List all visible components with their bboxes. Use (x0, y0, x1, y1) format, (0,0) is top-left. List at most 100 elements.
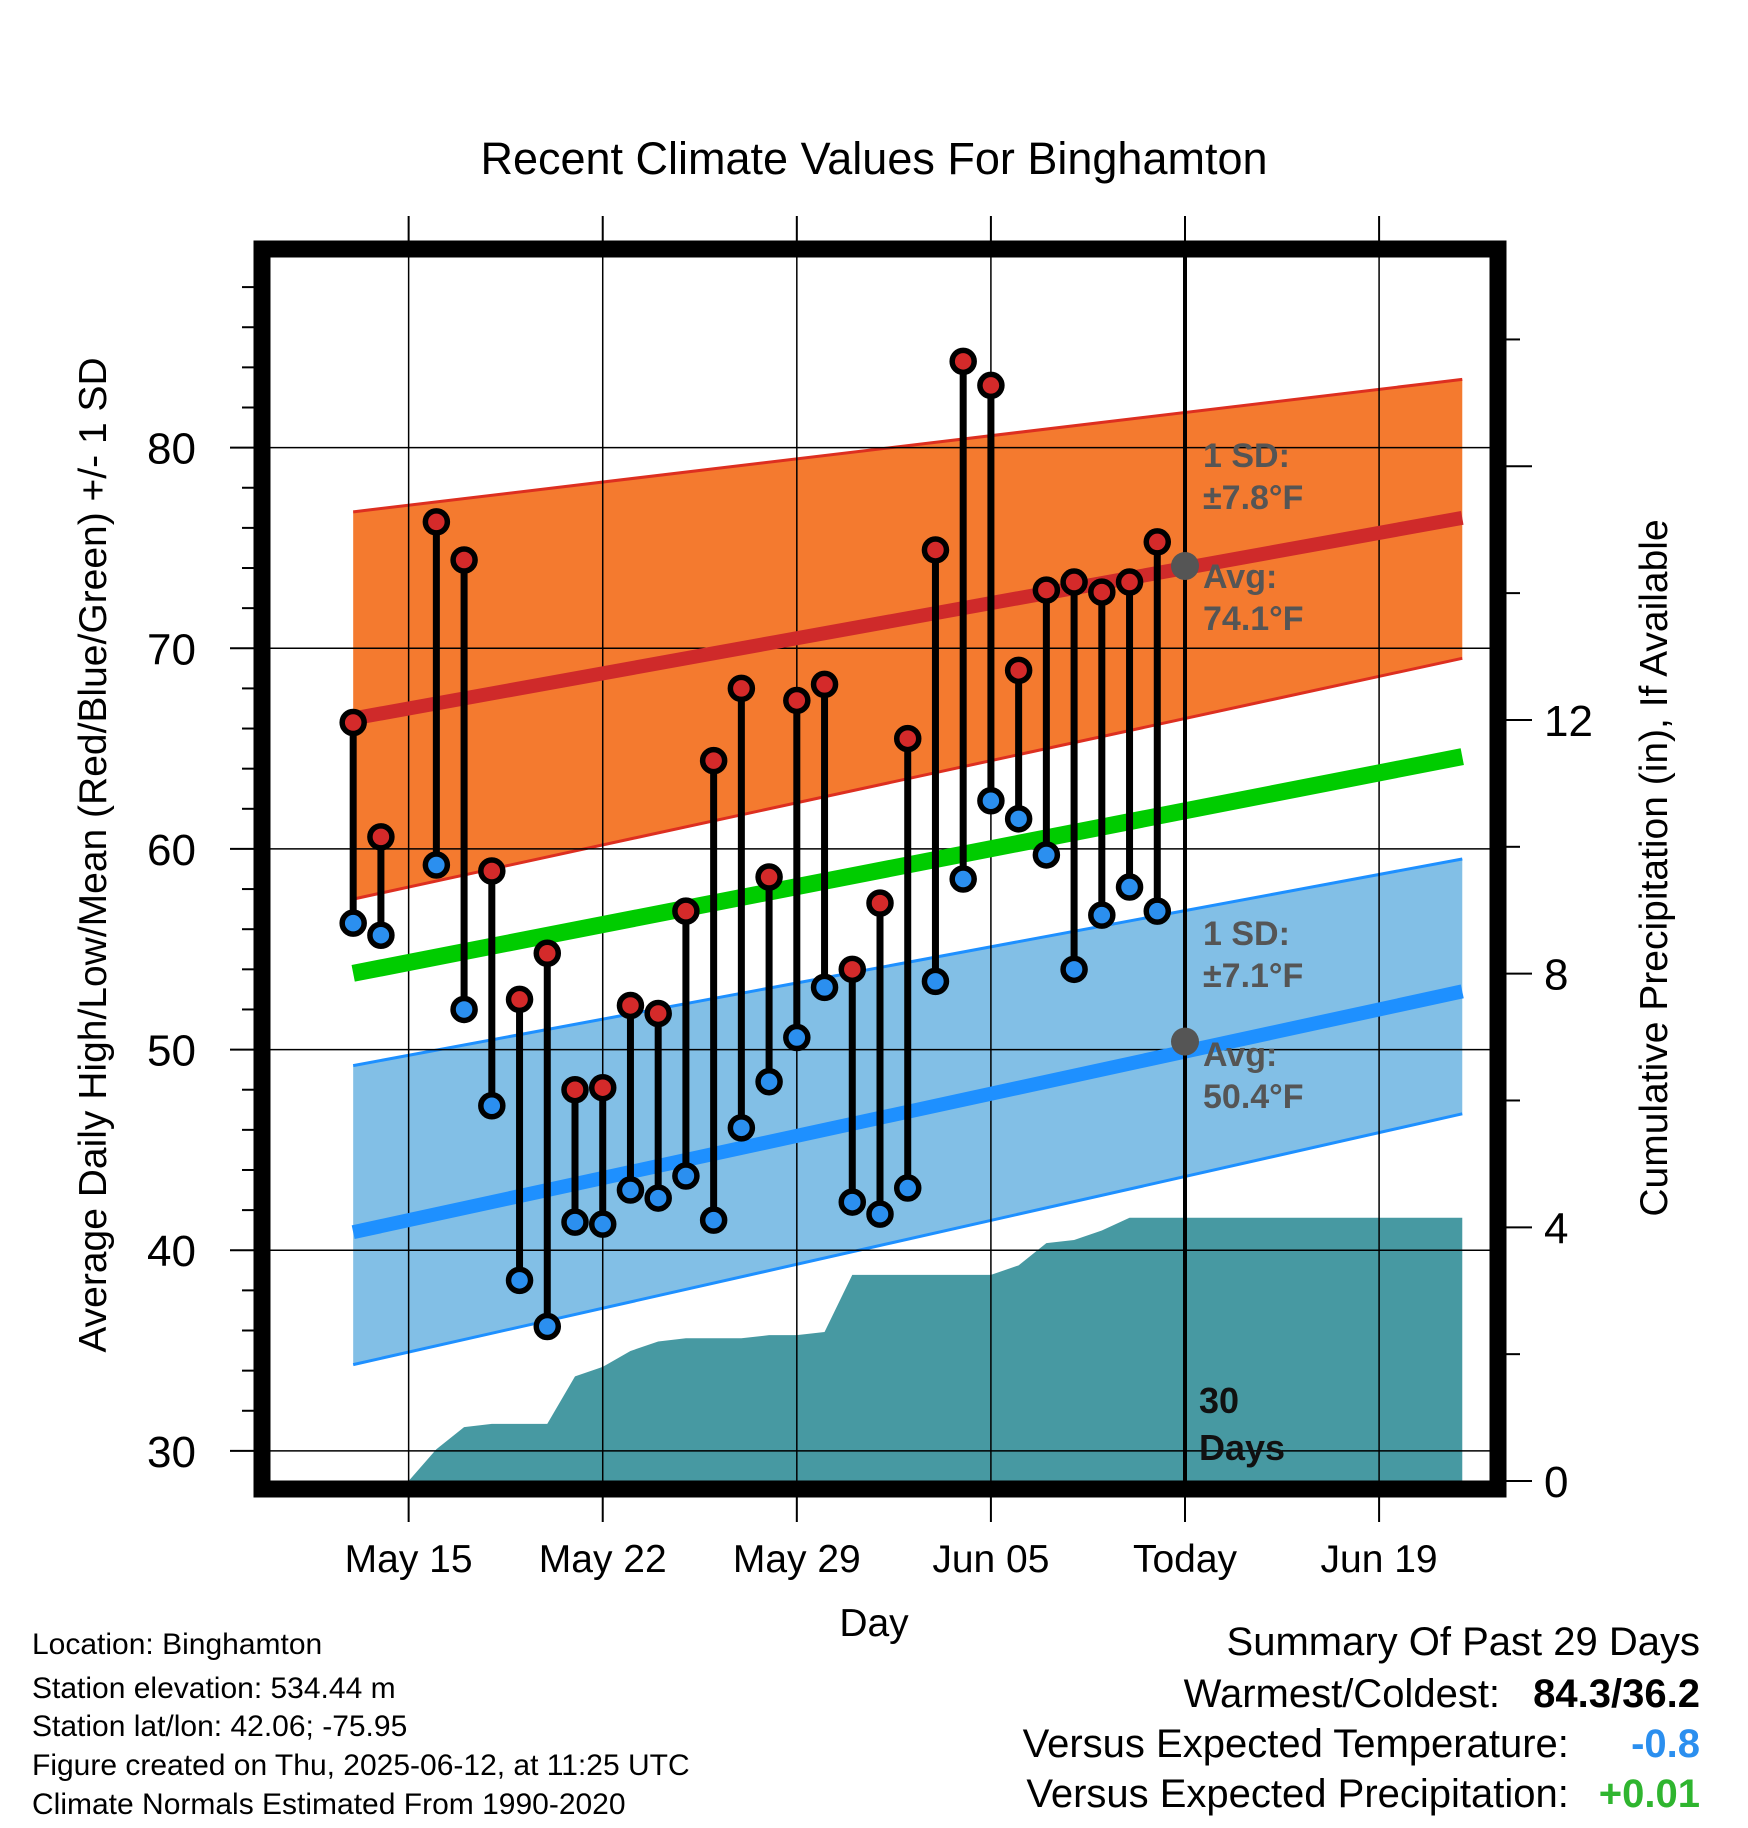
daily-high-point (1060, 568, 1088, 596)
precip-vs-expected-value: +0.01 (1598, 1772, 1700, 1816)
y2-tick-label: 12 (1544, 697, 1593, 746)
daily-low-point (1088, 901, 1116, 929)
y-tick-label: 60 (147, 826, 196, 875)
daily-high-point (450, 546, 478, 574)
daily-range-stems (349, 361, 1161, 1327)
daily-high-point (367, 823, 395, 851)
high-sd-label: 1 SD: (1203, 437, 1290, 475)
summary-title: Summary Of Past 29 Days (1226, 1620, 1700, 1664)
y2-tick-label: 8 (1544, 951, 1568, 1000)
low-sd-label: 1 SD: (1203, 915, 1290, 953)
chart-title: Recent Climate Values For Binghamton (480, 133, 1267, 184)
summary-temp: Versus Expected Temperature: -0.8 (1023, 1722, 1700, 1767)
y-axis-label: Average Daily High/Low/Mean (Red/Blue/Gr… (72, 357, 115, 1352)
low-avg-label: Avg: (1203, 1036, 1277, 1074)
daily-high-point (977, 371, 1005, 400)
y-tick-label: 50 (147, 1027, 196, 1076)
summary-warm-cold: Warmest/Coldest: 84.3/36.2 (1184, 1672, 1700, 1717)
daily-low-point (755, 1067, 783, 1096)
daily-high-point (699, 746, 728, 775)
daily-low-point (921, 967, 950, 996)
daily-high-point (588, 1073, 617, 1102)
summary-precip: Versus Expected Precipitation: +0.01 (1026, 1772, 1700, 1817)
y-tick-label: 30 (147, 1428, 196, 1477)
x-tick-label: May 29 (733, 1538, 861, 1581)
daily-high-point (422, 508, 451, 536)
x-tick-label: Jun 05 (932, 1538, 1049, 1581)
temp-vs-expected-value: -0.8 (1631, 1722, 1700, 1766)
today-annotations: 1 SD: ±7.8°F Avg: 74.1°F 1 SD: ±7.1°F Avg: 50.4… (1199, 437, 1304, 1468)
daily-low-point (561, 1208, 589, 1236)
y-tick-label: 80 (147, 425, 196, 474)
daily-high-point (1143, 528, 1172, 556)
daily-high-point (810, 670, 839, 699)
info-location: Location: Binghamton (32, 1628, 323, 1661)
daily-low-point (644, 1184, 672, 1212)
high-avg-value: 74.1°F (1203, 600, 1304, 638)
daily-high-point (644, 999, 672, 1028)
daily-low-point (1004, 805, 1033, 833)
warm-cold-value: 84.3/36.2 (1533, 1672, 1700, 1716)
daily-high-point (727, 674, 756, 703)
daily-low-point (505, 1266, 534, 1295)
daily-low-point (699, 1206, 728, 1234)
y2-tick-label: 0 (1544, 1458, 1568, 1507)
daily-high-point (616, 991, 645, 1020)
high-sd-value: ±7.8°F (1203, 479, 1303, 517)
daily-low-point (422, 851, 451, 879)
y-tick-label: 40 (147, 1227, 196, 1276)
daily-low-point (893, 1174, 922, 1202)
daily-high-point (533, 939, 562, 968)
daily-high-point (1088, 578, 1116, 606)
info-elevation: Station elevation: 534.44 m (32, 1672, 396, 1705)
info-created: Figure created on Thu, 2025-06-12, at 11… (32, 1749, 690, 1782)
daily-low-point (1143, 897, 1172, 925)
daily-low-point (450, 995, 478, 1024)
daily-high-point (783, 686, 811, 715)
normal-high-band-upper-edge (353, 377, 1463, 514)
daily-high-point (339, 708, 367, 737)
y2-axis-label: Cumulative Precipitation (in), If Availa… (1633, 519, 1676, 1216)
daily-low-point (727, 1114, 756, 1142)
x-tick-label: May 15 (345, 1538, 473, 1581)
daily-low-point (810, 973, 839, 1002)
daily-high-point (1115, 568, 1144, 596)
low-avg-value: 50.4°F (1203, 1078, 1304, 1116)
daily-high-point (893, 724, 922, 753)
window-label-unit: Days (1199, 1427, 1285, 1468)
x-axis-label: Day (839, 1602, 909, 1645)
daily-low-point (339, 909, 367, 937)
daily-low-point (783, 1023, 811, 1052)
y2-tick-label: 4 (1544, 1204, 1568, 1253)
daily-low-point (949, 865, 977, 893)
daily-low-point (838, 1188, 867, 1216)
axes: 30 40 50 60 70 80 0 4 8 12 May 15 May 22 May 29 Jun 0… (147, 216, 1593, 1581)
daily-low-point (977, 787, 1005, 815)
daily-low-point (672, 1162, 700, 1190)
x-tick-label: Jun 19 (1321, 1538, 1438, 1581)
daily-high-point (561, 1075, 589, 1104)
daily-low-point (616, 1176, 645, 1204)
daily-high-point (672, 897, 700, 925)
daily-low-point (533, 1312, 562, 1341)
daily-low-point (367, 921, 395, 949)
x-tick-label: Today (1133, 1538, 1238, 1581)
daily-low-point (1032, 841, 1061, 869)
high-avg-label: Avg: (1203, 558, 1277, 596)
daily-low-point (588, 1210, 617, 1238)
y-tick-label: 70 (147, 625, 196, 674)
daily-high-point (1032, 576, 1061, 604)
temp-vs-expected-label: Versus Expected Temperature: (1022, 1722, 1569, 1766)
daily-low-point (1115, 873, 1144, 901)
info-normals: Climate Normals Estimated From 1990-2020 (32, 1788, 626, 1821)
precip-vs-expected-label: Versus Expected Precipitation: (1026, 1772, 1569, 1816)
info-latlon: Station lat/lon: 42.06; -75.95 (32, 1710, 408, 1743)
low-sd-value: ±7.1°F (1203, 957, 1303, 995)
plot-frame (253, 240, 1507, 1498)
window-label-number: 30 (1199, 1380, 1239, 1421)
normal-high-mean-line (351, 510, 1464, 726)
daily-high-point (866, 889, 894, 917)
today-low-normal-dot (1171, 1027, 1199, 1056)
daily-low-point (866, 1200, 894, 1228)
